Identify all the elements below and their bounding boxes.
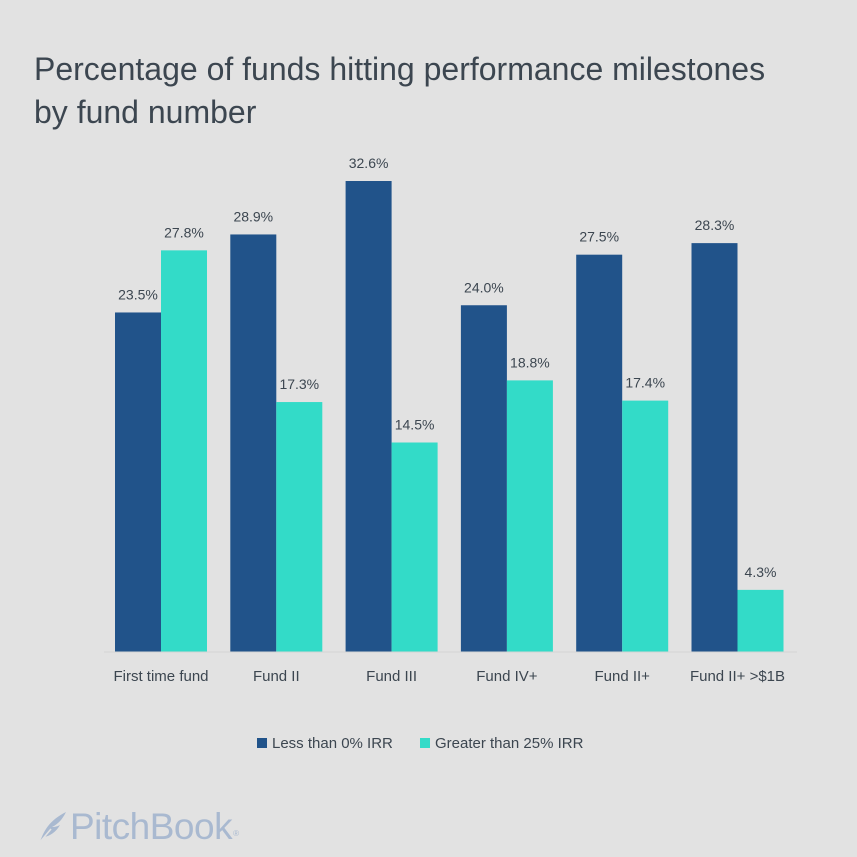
data-label: 14.5% (395, 417, 435, 433)
bar-less-than-0-5 (691, 243, 738, 652)
data-label: 24.0% (464, 279, 504, 295)
category-label: Fund III (366, 668, 417, 685)
bars-layer (115, 181, 784, 653)
chart-title: Percentage of funds hitting performance … (34, 51, 766, 130)
bar-greater-than-25-3 (506, 380, 553, 652)
bar-less-than-0-0 (115, 312, 161, 652)
registered-mark: ® (233, 829, 239, 838)
legend-swatch (257, 738, 267, 748)
data-label: 18.8% (510, 354, 550, 370)
bar-less-than-0-2 (345, 181, 392, 652)
data-label: 28.3% (695, 217, 735, 233)
bar-greater-than-25-5 (737, 589, 784, 652)
data-label: 27.5% (579, 229, 619, 245)
data-label: 17.4% (625, 375, 665, 391)
quill-icon (39, 812, 66, 843)
brand-wordmark: PitchBook (70, 806, 233, 847)
data-label: 32.6% (349, 155, 389, 171)
category-label: Fund II (253, 668, 300, 685)
bar-less-than-0-4 (576, 254, 623, 652)
legend-label: Greater than 25% IRR (435, 735, 584, 752)
value-labels-layer: 23.5% 27.8% 28.9% 17.3% 32.6% 14.5% 24.0% 18.8%… (118, 155, 776, 580)
data-label: 28.9% (233, 208, 273, 224)
legend: Less than 0% IRR Greater than 25% IRR (257, 735, 584, 752)
category-label: Fund II+ (594, 668, 650, 685)
bar-greater-than-25-1 (276, 402, 323, 652)
legend-swatch (420, 738, 430, 748)
category-label: First time fund (113, 668, 208, 685)
bar-greater-than-25-4 (622, 400, 669, 652)
category-labels-layer: First time fund Fund II Fund III Fund IV+ Fu… (113, 668, 785, 685)
bar-greater-than-25-0 (161, 250, 207, 653)
legend-label: Less than 0% IRR (272, 735, 393, 752)
bar-greater-than-25-2 (391, 442, 438, 652)
category-label: Fund IV+ (476, 668, 538, 685)
bar-less-than-0-1 (230, 234, 277, 652)
data-label: 27.8% (164, 224, 204, 240)
pitchbook-logo: PitchBook ® (38, 802, 239, 852)
data-label: 17.3% (279, 376, 319, 392)
bar-less-than-0-3 (460, 305, 507, 652)
data-label: 23.5% (118, 286, 158, 302)
data-label: 4.3% (745, 564, 777, 580)
category-label: Fund II+ >$1B (690, 668, 785, 685)
